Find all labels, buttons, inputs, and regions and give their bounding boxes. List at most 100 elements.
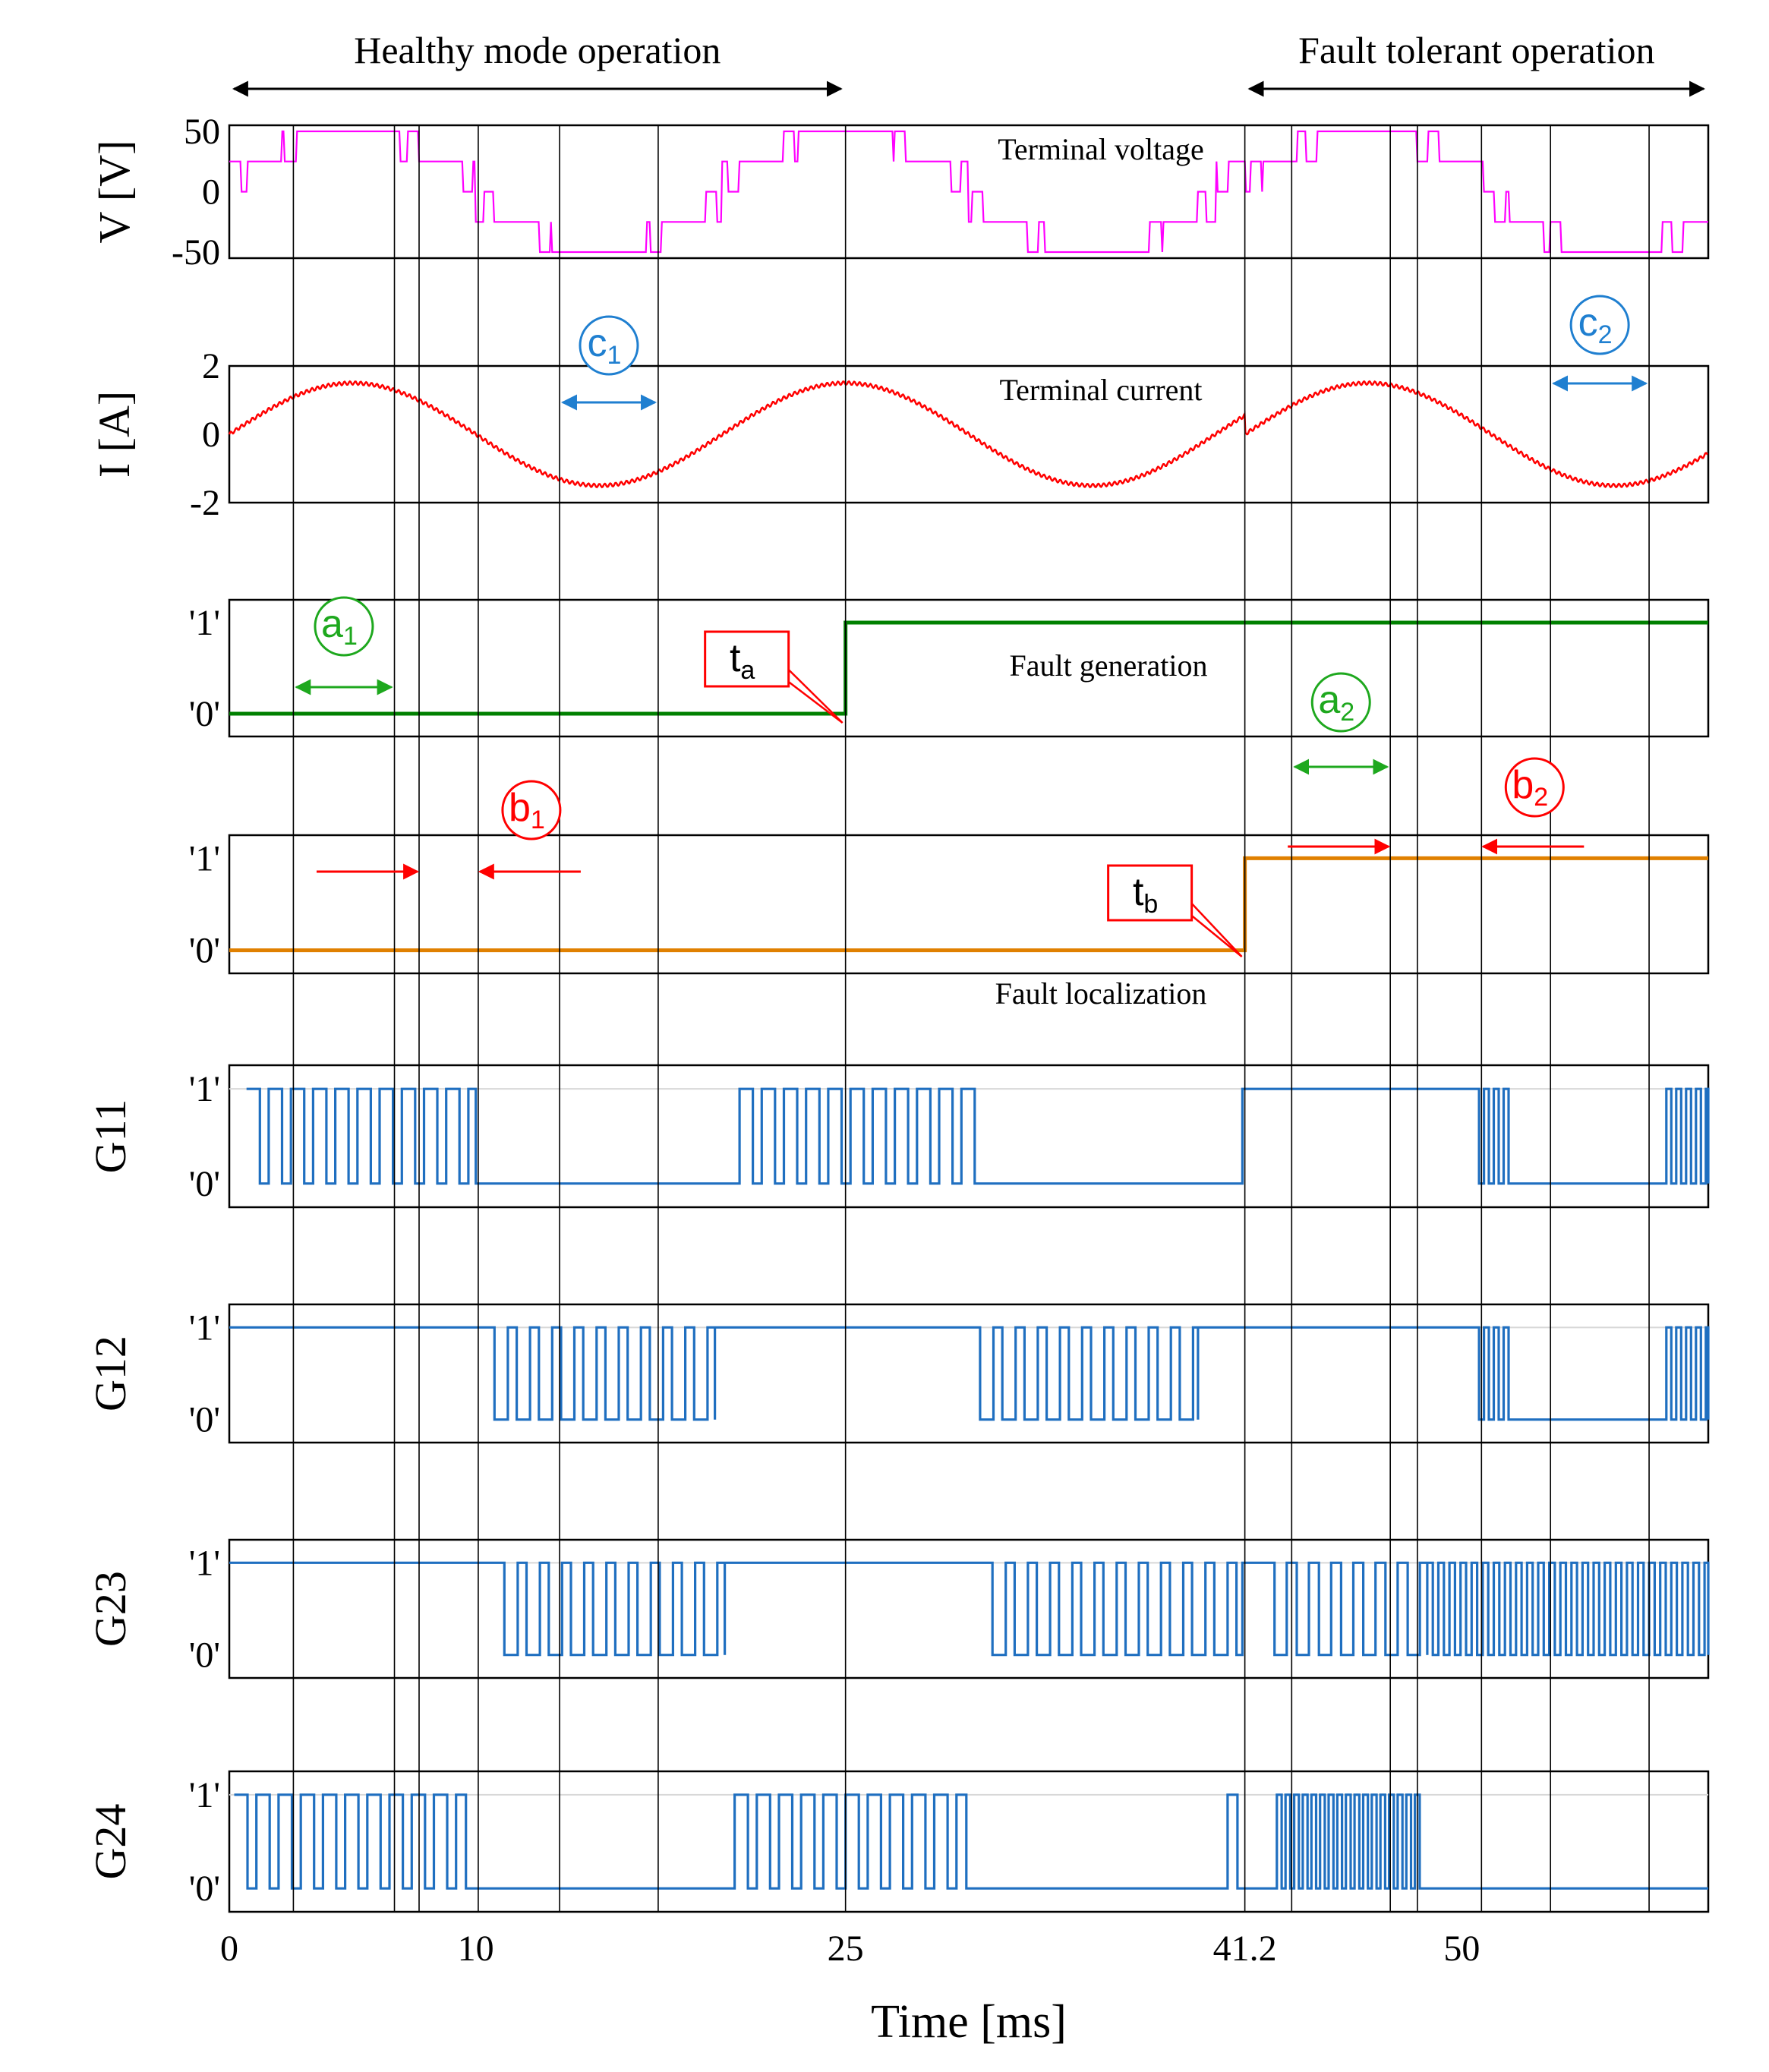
callout-ta: ta	[704, 630, 844, 724]
y-tick-label: -50	[172, 232, 220, 273]
panel-g12: '1' '0' G12	[86, 1303, 1710, 1444]
svg-text:c1: c1	[588, 321, 622, 370]
series-label: Fault localization	[995, 976, 1207, 1011]
svg-text:tb: tb	[1133, 870, 1158, 919]
x-axis-label: Time [ms]	[871, 1996, 1067, 2048]
panel-g11: '1' '0' G11	[86, 1064, 1710, 1209]
annotation-main: c	[1578, 301, 1598, 345]
x-tick-label: 25	[828, 1929, 864, 1969]
annotation-badge-c1: c1	[579, 315, 639, 376]
callout-sub: a	[740, 656, 755, 685]
annotation-sub: 1	[343, 622, 358, 651]
panel-frame	[228, 834, 1710, 975]
series-g23	[229, 1561, 1710, 1657]
annotation-sub: 2	[1534, 783, 1548, 812]
callout-main: t	[730, 636, 741, 680]
y-tick-label: 0	[202, 415, 220, 455]
callout-sub: b	[1143, 890, 1158, 919]
y-tick-label: '1'	[189, 1543, 220, 1583]
annotation-main: a	[321, 602, 343, 646]
series-label: Terminal current	[999, 373, 1202, 407]
annotation-badge-b1: b1	[501, 780, 562, 840]
x-tick-label: 41.2	[1213, 1929, 1277, 1969]
annotation-badge-c2: c2	[1569, 295, 1630, 355]
svg-text:b2: b2	[1512, 763, 1548, 812]
svg-text:ta: ta	[730, 636, 755, 685]
panel-voltage: 50 0 -50 V [V] Terminal voltage	[90, 112, 1710, 273]
y-axis-label: G24	[86, 1804, 135, 1880]
region-healthy: Healthy mode operation	[232, 29, 843, 97]
y-tick-label: 0	[202, 172, 220, 213]
y-tick-label: '0'	[189, 694, 220, 734]
callout-box	[704, 630, 790, 688]
annotation-main: c	[588, 321, 607, 365]
series-label: Terminal voltage	[998, 132, 1204, 166]
svg-text:c2: c2	[1578, 301, 1613, 349]
series-g12	[229, 1326, 1710, 1421]
region-label: Fault tolerant operation	[1298, 29, 1654, 71]
region-fault-tolerant: Fault tolerant operation	[1247, 29, 1706, 97]
x-tick-label: 10	[458, 1929, 494, 1969]
panel-fault-loc: '1' '0' Fault localization	[189, 834, 1710, 1011]
svg-text:a1: a1	[321, 602, 358, 651]
annotation-b1: b1	[316, 780, 581, 880]
panel-frame	[228, 1303, 1710, 1444]
annotation-main: b	[509, 786, 531, 830]
y-axis-label: G23	[86, 1571, 135, 1647]
annotation-badge-a1: a1	[314, 596, 374, 657]
panel-g24: '1' '0' G24	[86, 1770, 1710, 1913]
series-label: Fault generation	[1009, 648, 1207, 683]
series-terminal-voltage	[229, 130, 1708, 254]
panel-frame	[228, 598, 1710, 738]
annotation-sub: 2	[1340, 698, 1354, 727]
y-tick-label: -2	[190, 483, 220, 523]
y-tick-label: '1'	[189, 1069, 220, 1109]
annotation-b2: b2	[1288, 757, 1585, 855]
panel-frame	[228, 1538, 1710, 1679]
y-axis-label: G11	[86, 1099, 135, 1174]
y-tick-label: '0'	[189, 1635, 220, 1676]
y-tick-label: '1'	[189, 838, 220, 878]
annotation-c1: c1	[560, 315, 657, 411]
x-tick-label: 0	[220, 1929, 238, 1969]
svg-text:b1: b1	[509, 786, 545, 834]
y-tick-label: '0'	[189, 931, 220, 971]
y-tick-label: '0'	[189, 1869, 220, 1909]
panel-frame	[228, 1064, 1710, 1209]
vertical-markers	[292, 125, 1650, 1912]
svg-text:a2: a2	[1318, 678, 1354, 727]
y-tick-label: '1'	[189, 1307, 220, 1348]
callout-tb: tb	[1107, 864, 1243, 957]
panel-frame	[228, 1770, 1710, 1913]
y-tick-label: '0'	[189, 1400, 220, 1440]
y-tick-label: '0'	[189, 1164, 220, 1204]
annotation-main: b	[1512, 763, 1534, 807]
region-label: Healthy mode operation	[354, 29, 721, 71]
y-tick-label: '1'	[189, 1775, 220, 1815]
annotation-sub: 2	[1598, 320, 1613, 349]
annotation-a2: a2	[1293, 672, 1389, 775]
x-axis: 0 10 25 41.2 50 Time [ms]	[220, 1929, 1480, 2048]
y-axis-label: V [V]	[90, 140, 139, 244]
annotation-sub: 1	[531, 806, 545, 834]
series-g24	[234, 1793, 1708, 1890]
annotation-main: a	[1318, 678, 1340, 722]
y-axis-label: G12	[86, 1336, 135, 1411]
y-tick-label: 2	[202, 346, 220, 386]
panel-current: 2 0 -2 I [A] Terminal current	[90, 346, 1710, 523]
y-tick-label: 50	[184, 112, 220, 152]
annotation-a1: a1	[295, 596, 393, 695]
panel-g23: '1' '0' G23	[86, 1538, 1710, 1679]
annotation-badge-a2: a2	[1310, 672, 1371, 733]
y-axis-label: I [A]	[90, 391, 139, 478]
annotation-sub: 1	[607, 341, 622, 370]
series-terminal-current	[228, 380, 1709, 489]
x-tick-label: 50	[1443, 1929, 1480, 1969]
callout-box	[1107, 864, 1194, 922]
callout-main: t	[1133, 870, 1144, 914]
annotation-c2: c2	[1552, 295, 1648, 392]
panel-fault-gen: '1' '0' Fault generation	[189, 598, 1710, 738]
annotation-badge-b2: b2	[1504, 757, 1565, 818]
y-tick-label: '1'	[189, 603, 220, 643]
